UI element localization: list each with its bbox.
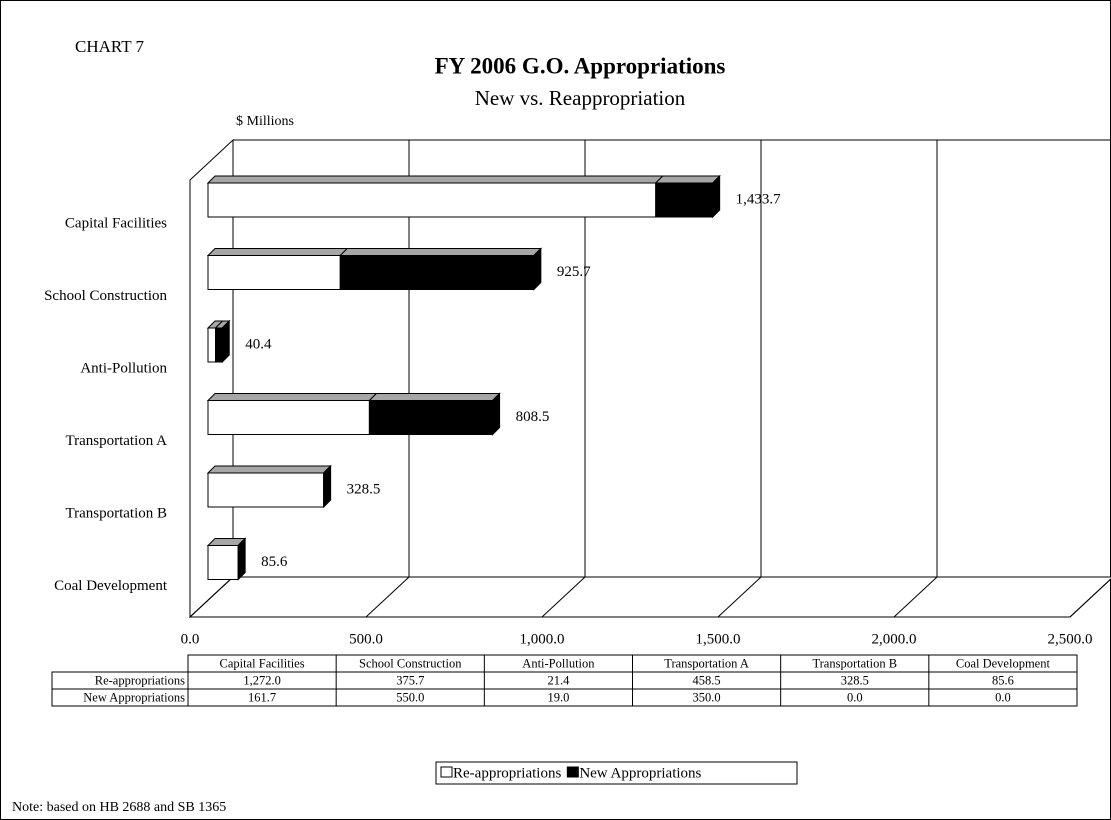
category-label: Anti-Pollution	[80, 360, 167, 376]
bar-segment	[339, 255, 535, 290]
bar-segment	[207, 472, 325, 508]
table-header: Anti-Pollution	[522, 656, 595, 670]
x-tick-label: 1,000.0	[520, 631, 565, 647]
chart-label: CHART 7	[75, 37, 145, 56]
bar-top	[206, 465, 332, 474]
bar-top	[206, 248, 349, 256]
table-header: Capital Facilities	[220, 656, 305, 670]
table-cell: 0.0	[995, 690, 1011, 704]
x-tick-label: 2,000.0	[872, 631, 917, 647]
bar-top	[368, 393, 501, 401]
category-label: Transportation B	[65, 505, 167, 521]
legend-swatch	[566, 766, 579, 778]
bar-top	[654, 175, 721, 184]
bar-top	[339, 248, 543, 256]
unit-label: $ Millions	[236, 114, 294, 129]
bar-segment	[368, 400, 494, 435]
legend-label: New Appropriations	[579, 765, 701, 781]
table-cell: 21.4	[547, 673, 570, 687]
bar-segment	[207, 400, 370, 435]
table-cell: 458.5	[693, 673, 721, 687]
bar-top	[206, 175, 664, 184]
total-label: 925.7	[557, 264, 591, 280]
chart-subtitle: New vs. Reappropriation	[475, 86, 686, 110]
table-header: Coal Development	[956, 656, 1051, 670]
x-tick-label: 2,500.0	[1048, 631, 1093, 647]
table-cell: 19.0	[547, 690, 569, 704]
floor	[188, 576, 1111, 618]
chart-title: FY 2006 G.O. Appropriations	[435, 53, 726, 78]
category-label: School Construction	[44, 288, 167, 304]
x-tick-label: 0.0	[181, 631, 200, 647]
table-cell: 328.5	[841, 673, 869, 687]
bar-segment	[207, 182, 657, 218]
category-label: Transportation A	[65, 433, 167, 449]
table-row-box	[51, 688, 1078, 707]
floor-grid-line	[365, 576, 410, 618]
table-cell: 350.0	[693, 690, 721, 704]
table-header: Transportation B	[812, 656, 897, 670]
bar-side	[323, 464, 332, 509]
legend-label: Re-appropriations	[453, 765, 561, 781]
floor-grid-line	[1069, 578, 1111, 618]
floor-grid-line	[541, 576, 586, 618]
bar-side	[533, 247, 542, 291]
note: Note: based on HB 2688 and SB 1365	[12, 800, 226, 815]
table-cell: 0.0	[847, 690, 863, 704]
table-row-label: Re-appropriations	[95, 673, 185, 687]
bar-segment	[207, 545, 239, 580]
table-row-label: New Appropriations	[83, 690, 185, 704]
bar-top	[206, 393, 378, 401]
table-header: Transportation A	[664, 656, 749, 670]
total-label: 40.4	[245, 336, 272, 352]
x-tick-label: 1,500.0	[696, 631, 741, 647]
table-cell: 375.7	[396, 673, 424, 687]
bar-side	[712, 174, 721, 219]
total-label: 328.5	[347, 481, 381, 497]
bar-segment	[215, 327, 223, 363]
bar-side	[237, 537, 246, 581]
floor-grid-line	[189, 576, 234, 618]
table-header: School Construction	[359, 656, 462, 670]
total-label: 1,433.7	[736, 191, 782, 207]
bar-side	[221, 319, 230, 364]
legend-box	[435, 761, 798, 785]
bar-side	[492, 392, 501, 436]
total-label: 85.6	[261, 554, 288, 570]
table-cell: 161.7	[248, 690, 276, 704]
bar-segment	[655, 182, 714, 218]
floor-grid-line	[717, 576, 762, 618]
total-label: 808.5	[516, 409, 550, 425]
legend-swatch	[440, 766, 453, 778]
table-cell: 550.0	[396, 690, 424, 704]
table-cell: 85.6	[992, 673, 1014, 687]
table-cell: 1,272.0	[243, 673, 281, 687]
bar-segment	[207, 327, 217, 363]
bar-segment	[207, 255, 341, 290]
x-tick-label: 500.0	[349, 631, 383, 647]
floor-grid-line	[893, 576, 938, 618]
category-label: Capital Facilities	[65, 215, 167, 231]
category-label: Coal Development	[54, 578, 168, 594]
